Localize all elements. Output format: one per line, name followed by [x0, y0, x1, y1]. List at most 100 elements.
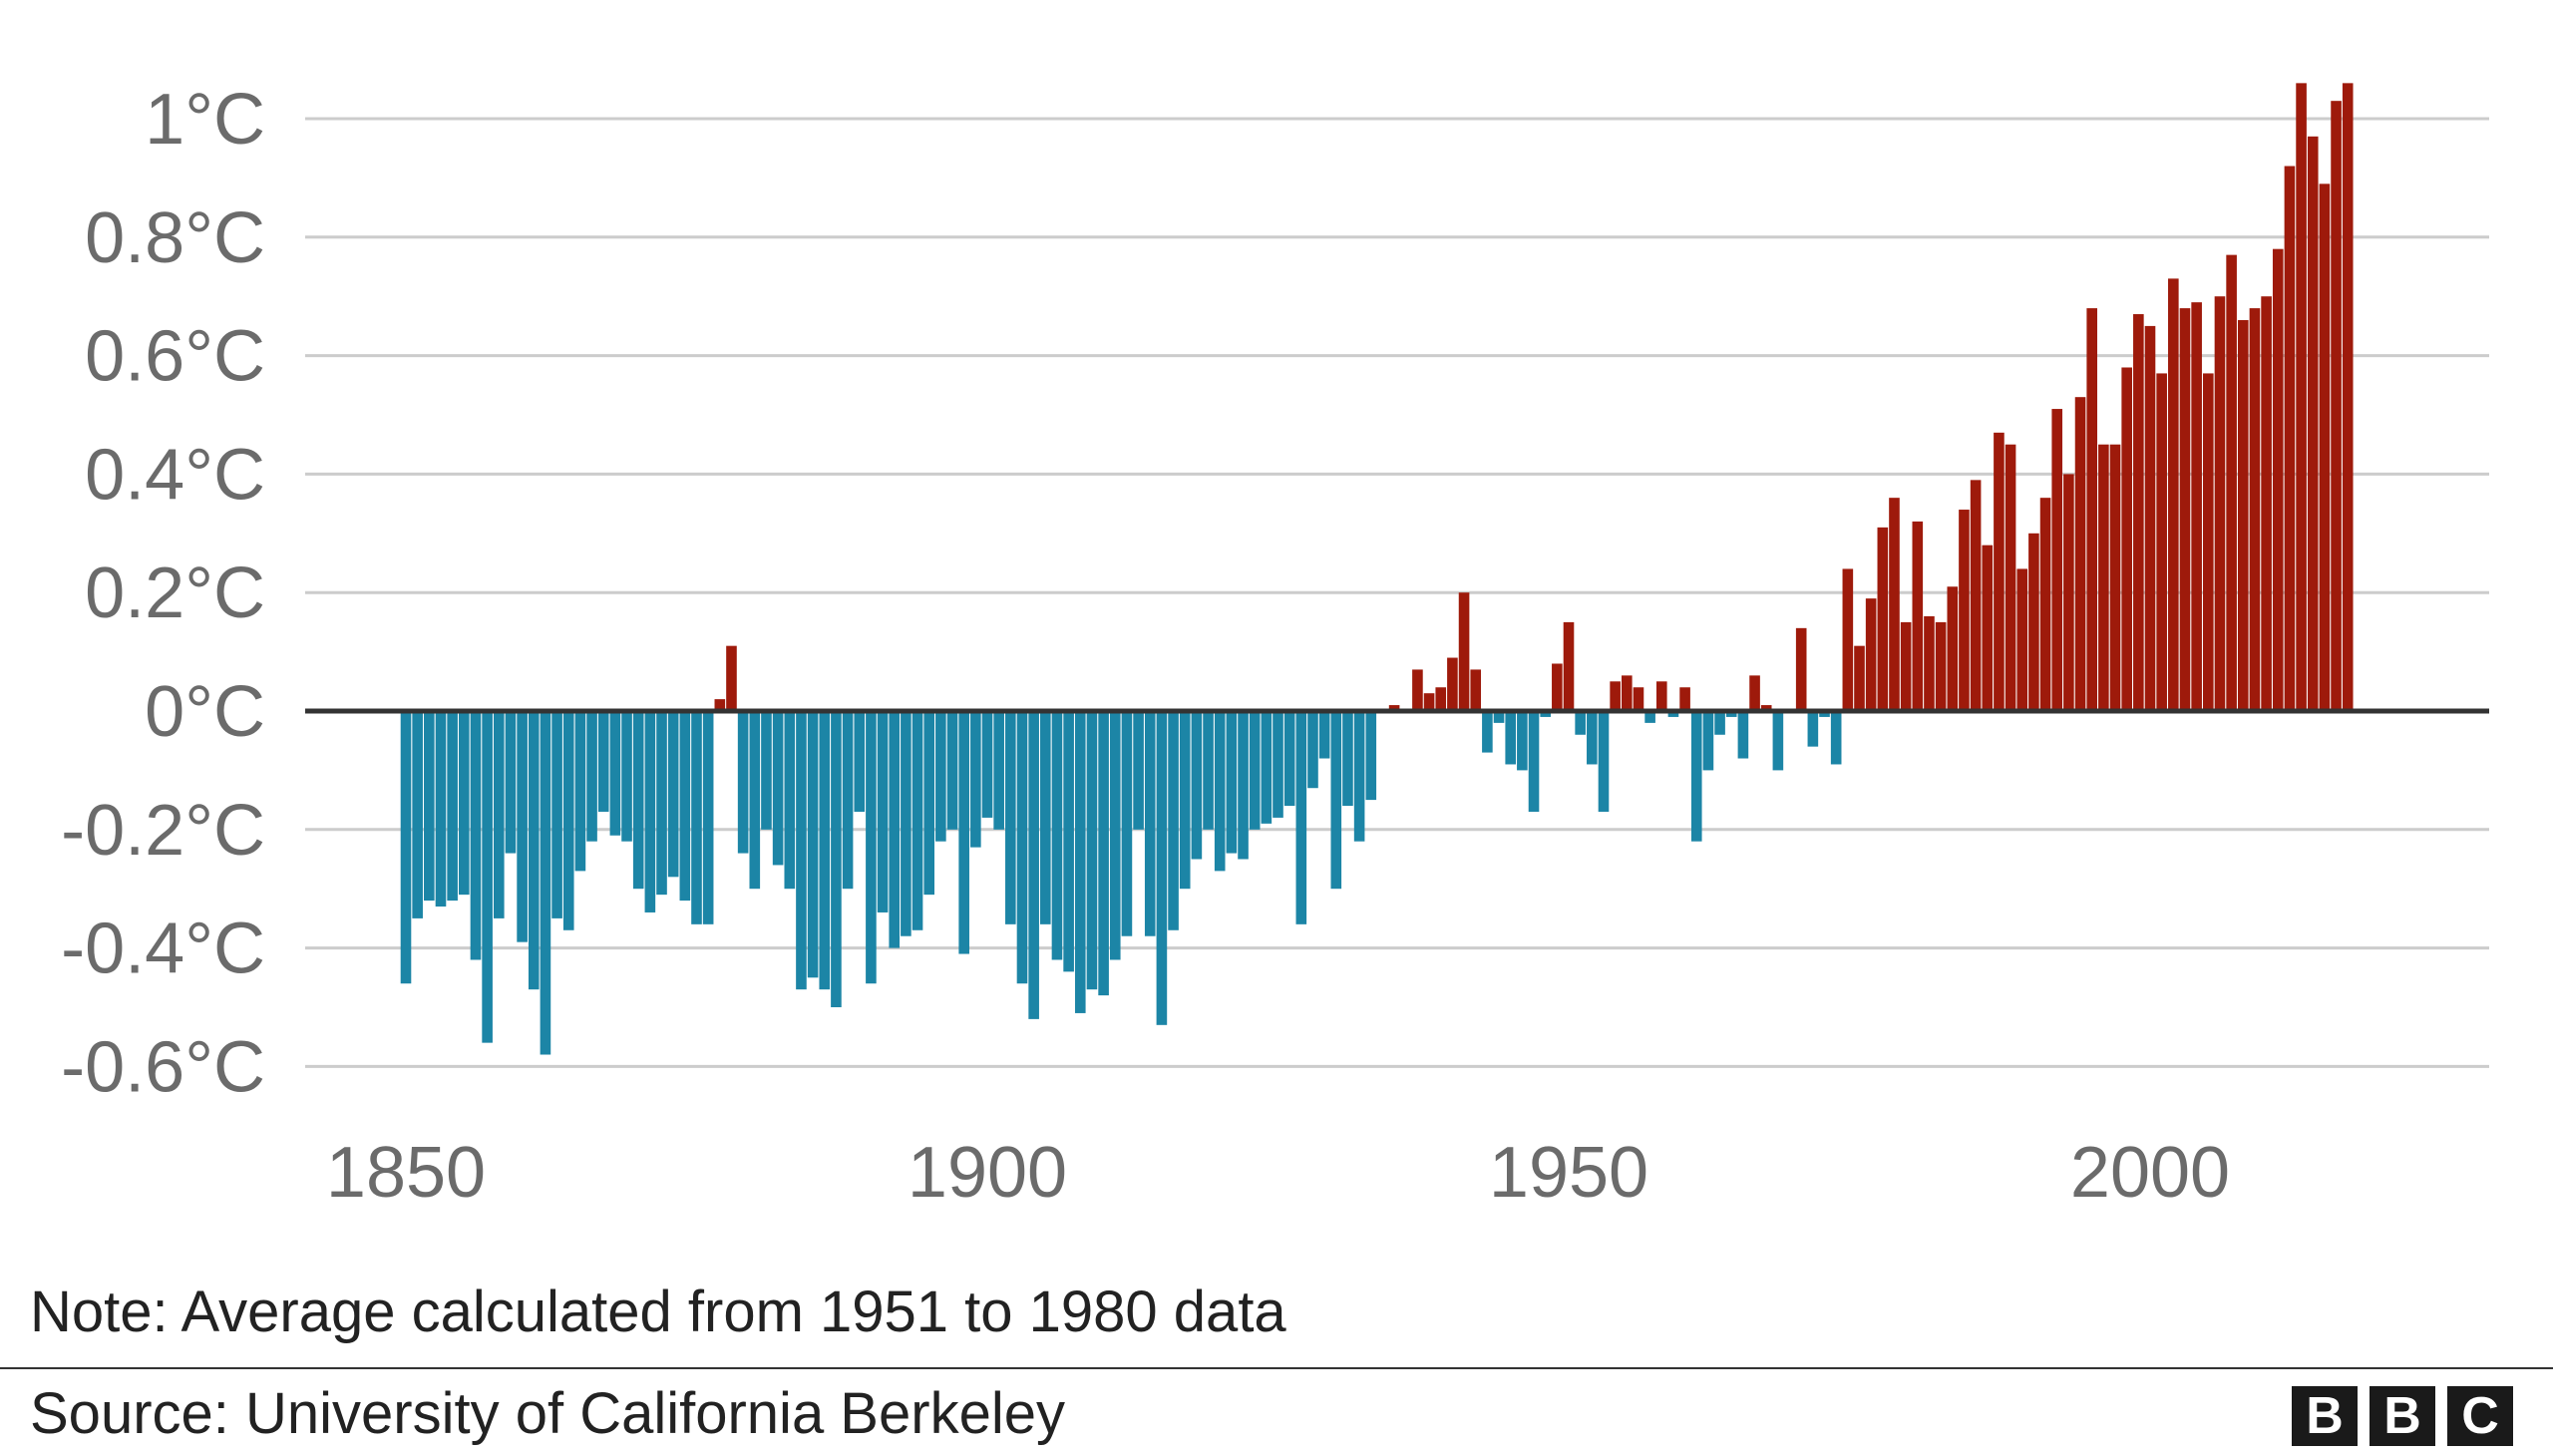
- bar-1851: [412, 711, 423, 918]
- bar-1987: [1994, 433, 2005, 711]
- logo-letter-b2: B: [2370, 1386, 2435, 1446]
- bar-2015: [2320, 183, 2331, 711]
- bar-1900: [982, 711, 993, 818]
- bar-1920: [1215, 711, 1226, 871]
- bar-1994: [2075, 397, 2086, 711]
- bar-2013: [2296, 83, 2307, 711]
- bar-1893: [901, 711, 912, 936]
- bar-2003: [2180, 308, 2191, 711]
- bar-1864: [563, 711, 574, 930]
- y-tick-label: 0.8°C: [85, 198, 265, 278]
- bar-1882: [773, 711, 784, 865]
- bar-1940: [1447, 658, 1458, 711]
- bar-2006: [2215, 296, 2226, 711]
- bar-1979: [1901, 622, 1912, 711]
- bar-1943: [1482, 711, 1493, 753]
- bar-1904: [1028, 711, 1039, 1019]
- bar-1866: [586, 711, 597, 842]
- bar-1853: [436, 711, 447, 907]
- y-tick-label: 0.4°C: [85, 435, 265, 515]
- bar-1879: [738, 711, 749, 854]
- y-tick-label: -0.4°C: [61, 910, 265, 989]
- bar-2017: [2343, 83, 2354, 711]
- bar-1923: [1250, 711, 1261, 830]
- bar-1874: [680, 711, 691, 901]
- x-tick-label: 1850: [326, 1133, 486, 1213]
- bar-1941: [1459, 592, 1470, 711]
- bar-1855: [459, 711, 470, 895]
- bar-1992: [2051, 409, 2062, 711]
- source-text: Source: University of California Berkele…: [30, 1380, 1065, 1447]
- bar-1982: [1936, 622, 1947, 711]
- bar-1880: [750, 711, 761, 889]
- bar-1930: [1331, 711, 1342, 889]
- bar-1878: [726, 646, 737, 711]
- bar-1981: [1924, 616, 1935, 711]
- y-tick-label: 0°C: [145, 672, 265, 752]
- bar-1977: [1878, 528, 1889, 711]
- bar-1881: [761, 711, 772, 830]
- bar-2001: [2156, 373, 2167, 711]
- bar-1927: [1296, 711, 1307, 924]
- bar-1901: [993, 711, 1004, 830]
- bar-1974: [1843, 568, 1854, 711]
- bar-1999: [2133, 314, 2144, 711]
- bar-1916: [1168, 711, 1179, 930]
- y-tick-label: 0.6°C: [85, 317, 265, 397]
- bar-2004: [2191, 302, 2202, 711]
- bar-1965: [1738, 711, 1749, 759]
- bar-1946: [1517, 711, 1528, 770]
- bar-1860: [517, 711, 528, 942]
- bar-2008: [2238, 320, 2249, 711]
- bar-1952: [1587, 711, 1598, 764]
- bar-1984: [1959, 510, 1970, 711]
- bbc-logo: B B C: [2292, 1386, 2513, 1446]
- bar-1884: [796, 711, 807, 989]
- y-tick-label: -0.2°C: [61, 791, 265, 871]
- bar-1926: [1284, 711, 1295, 806]
- bar-1956: [1634, 687, 1644, 711]
- bar-1892: [889, 711, 900, 948]
- bar-1924: [1262, 711, 1273, 824]
- bar-1997: [2110, 445, 2121, 711]
- bar-1951: [1575, 711, 1586, 735]
- bar-1938: [1424, 693, 1435, 711]
- bar-1968: [1773, 711, 1784, 770]
- bar-1953: [1599, 711, 1610, 812]
- bar-1895: [923, 711, 934, 895]
- bar-1858: [494, 711, 505, 918]
- bar-1852: [424, 711, 435, 901]
- bar-1988: [2006, 445, 2016, 711]
- logo-letter-c: C: [2447, 1386, 2513, 1446]
- bar-1933: [1365, 711, 1376, 800]
- bar-1918: [1192, 711, 1203, 860]
- bar-1912: [1122, 711, 1133, 936]
- bar-1998: [2121, 367, 2132, 711]
- bar-1976: [1866, 598, 1877, 711]
- bar-1913: [1133, 711, 1144, 830]
- bar-1954: [1610, 681, 1621, 711]
- bar-1861: [529, 711, 540, 989]
- bar-1963: [1714, 711, 1725, 735]
- bar-1910: [1098, 711, 1109, 995]
- bar-1865: [575, 711, 586, 871]
- bar-1888: [843, 711, 854, 889]
- bar-1856: [471, 711, 482, 959]
- bar-1955: [1622, 675, 1633, 711]
- bar-2012: [2285, 167, 2296, 711]
- bar-1891: [878, 711, 889, 912]
- logo-letter-b1: B: [2292, 1386, 2358, 1446]
- bar-1939: [1435, 687, 1446, 711]
- bar-2014: [2308, 137, 2319, 711]
- bar-1890: [866, 711, 877, 983]
- bar-1991: [2040, 498, 2051, 711]
- bar-1896: [935, 711, 946, 842]
- bar-1931: [1342, 711, 1353, 806]
- bar-1945: [1505, 711, 1516, 764]
- bar-1897: [947, 711, 958, 830]
- y-tick-label: 0.2°C: [85, 553, 265, 633]
- bar-1873: [668, 711, 679, 877]
- bar-1862: [541, 711, 551, 1055]
- bar-1980: [1913, 522, 1924, 711]
- bar-1942: [1470, 669, 1481, 711]
